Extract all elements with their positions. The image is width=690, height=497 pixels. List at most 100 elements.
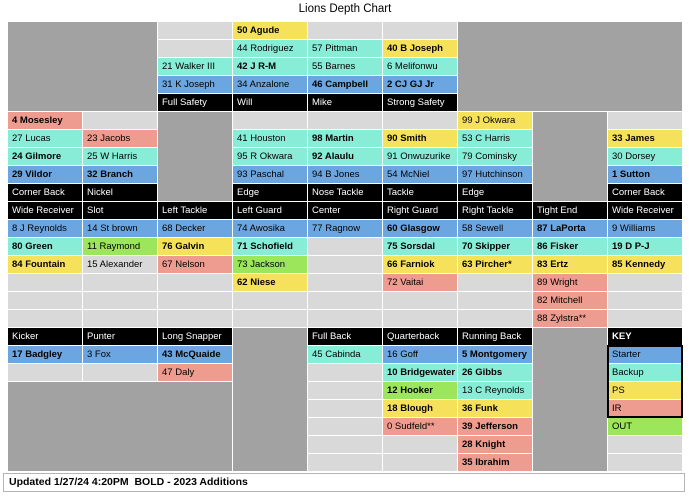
empty-cell [83,112,157,129]
position-header: Wide Receiver [608,202,682,219]
player-cell: 87 LaPorta [533,220,607,237]
gray-block [533,328,607,471]
player-cell: 31 K Joseph [158,76,232,93]
empty-cell [158,274,232,291]
player-cell: 25 W Harris [83,148,157,165]
empty-cell [308,436,382,453]
player-cell: 63 Pircher* [458,256,532,273]
empty-cell [458,310,532,327]
player-cell: 23 Jacobs [83,130,157,147]
empty-cell [83,292,157,309]
empty-cell [308,382,382,399]
empty-cell [458,274,532,291]
empty-cell [383,112,457,129]
updated-status-bar: Updated 1/27/24 4:20PM BOLD - 2023 Addit… [3,473,685,492]
player-cell: 67 Nelson [158,256,232,273]
empty-cell [308,310,382,327]
player-cell: 13 C Reynolds [458,382,532,399]
empty-cell [8,310,82,327]
position-header: Slot [83,202,157,219]
position-header: Tight End [533,202,607,219]
position-header: Left Tackle [158,202,232,219]
empty-cell [158,310,232,327]
player-cell: 36 Funk [458,400,532,417]
position-header: KEY [608,328,682,345]
player-cell: 84 Fountain [8,256,82,273]
empty-cell [383,310,457,327]
player-cell: 72 Vaitai [383,274,457,291]
empty-cell [608,436,682,453]
player-cell: 15 Alexander [83,256,157,273]
player-cell: 57 Pittman [308,40,382,57]
player-cell: 26 Gibbs [458,364,532,381]
position-header: Right Tackle [458,202,532,219]
player-cell: 85 Kennedy [608,256,682,273]
player-cell: 99 J Okwara [458,112,532,129]
player-cell: 47 Daly [158,364,232,381]
key-backup: Backup [608,364,682,381]
empty-cell [608,310,682,327]
player-cell: 34 Anzalone [233,76,307,93]
player-cell: 73 Jackson [233,256,307,273]
gray-block [233,328,307,471]
empty-cell [308,22,382,39]
player-cell: 11 Raymond [83,238,157,255]
player-cell: 5 Montgomery [458,346,532,363]
player-cell: 17 Badgley [8,346,82,363]
empty-cell [608,454,682,471]
position-header: Right Guard [383,202,457,219]
player-cell: 55 Barnes [308,58,382,75]
empty-cell [308,400,382,417]
position-header: Left Guard [233,202,307,219]
player-cell: 94 B Jones [308,166,382,183]
player-cell: 79 Cominsky [458,148,532,165]
key-starter: Starter [608,346,682,363]
player-cell: 3 Fox [83,346,157,363]
position-header: Full Back [308,328,382,345]
key-out: OUT [608,418,682,435]
empty-cell [83,364,157,381]
gray-block [458,22,682,111]
key-ps: PS [608,382,682,399]
player-cell: 70 Skipper [458,238,532,255]
position-header: Running Back [458,328,532,345]
empty-cell [608,292,682,309]
player-cell: 12 Hooker [383,382,457,399]
empty-cell [8,274,82,291]
empty-cell [383,436,457,453]
position-header: Quarterback [383,328,457,345]
player-cell: 74 Awosika [233,220,307,237]
player-cell: 66 Farniok [383,256,457,273]
page-title: Lions Depth Chart [298,3,392,15]
empty-cell [8,364,82,381]
player-cell: 41 Houston [233,130,307,147]
position-header: Tackle [383,184,457,201]
player-cell: 95 R Okwara [233,148,307,165]
player-cell: 91 Onwuzurike [383,148,457,165]
position-header: Corner Back [8,184,82,201]
player-cell: 27 Lucas [8,130,82,147]
player-cell: 75 Sorsdal [383,238,457,255]
player-cell: 58 Sewell [458,220,532,237]
player-cell: 77 Ragnow [308,220,382,237]
empty-cell [308,238,382,255]
player-cell: 82 Mitchell [533,292,607,309]
position-header: Mike [308,94,382,111]
player-cell: 46 Campbell [308,76,382,93]
empty-cell [233,292,307,309]
player-cell: 97 Hutchinson [458,166,532,183]
player-cell: 39 Jefferson [458,418,532,435]
player-cell: 30 Dorsey [608,148,682,165]
empty-cell [308,364,382,381]
player-cell: 19 D P-J [608,238,682,255]
empty-cell [308,292,382,309]
position-header: Will [233,94,307,111]
player-cell: 98 Martin [308,130,382,147]
player-cell: 92 Alaulu [308,148,382,165]
player-cell: 0 Sudfeld** [383,418,457,435]
player-cell: 33 James [608,130,682,147]
empty-cell [158,22,232,39]
empty-cell [233,112,307,129]
player-cell: 62 Niese [233,274,307,291]
